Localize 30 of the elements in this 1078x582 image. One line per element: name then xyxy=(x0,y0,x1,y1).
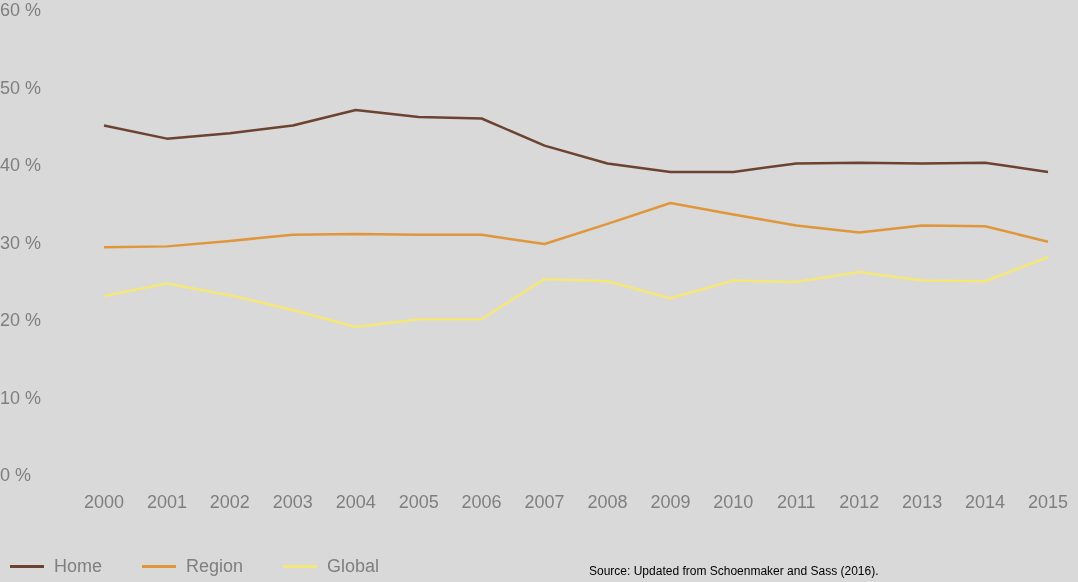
x-tick-label: 2010 xyxy=(713,491,754,512)
y-tick-label: 10 % xyxy=(0,387,42,408)
y-tick-label: 0 % xyxy=(0,465,32,486)
y-tick-label: 60 % xyxy=(0,0,42,21)
x-tick-label: 2002 xyxy=(209,491,250,512)
y-tick-label: 30 % xyxy=(0,232,42,253)
legend-label: Global xyxy=(327,556,380,577)
y-tick-label: 40 % xyxy=(0,155,42,176)
x-tick-label: 2011 xyxy=(776,491,816,512)
line-series xyxy=(102,255,1050,329)
x-tick-label: 2012 xyxy=(839,491,880,512)
x-tick-label: 2007 xyxy=(524,491,565,512)
x-tick-label: 2008 xyxy=(587,491,628,512)
x-tick-label: 2009 xyxy=(650,491,691,512)
y-tick-label: 20 % xyxy=(0,310,42,331)
x-tick-label: 2013 xyxy=(902,491,943,512)
legend-label: Region xyxy=(186,556,244,577)
x-tick-label: 2003 xyxy=(272,491,313,512)
line-series xyxy=(102,108,1050,174)
x-tick-label: 2015 xyxy=(1027,491,1069,512)
x-tick-label: 2000 xyxy=(83,491,125,512)
legend-label: Home xyxy=(54,556,103,577)
x-tick-label: 2014 xyxy=(965,491,1006,512)
x-tick-label: 2001 xyxy=(146,491,187,512)
line-series xyxy=(102,201,1050,249)
source-note: Source: Updated from Schoenmaker and Sass (2016). xyxy=(589,564,879,578)
y-tick-label: 50 % xyxy=(0,77,42,98)
x-tick-label: 2005 xyxy=(398,491,439,512)
x-tick-label: 2006 xyxy=(461,491,502,512)
x-tick-label: 2004 xyxy=(335,491,376,512)
